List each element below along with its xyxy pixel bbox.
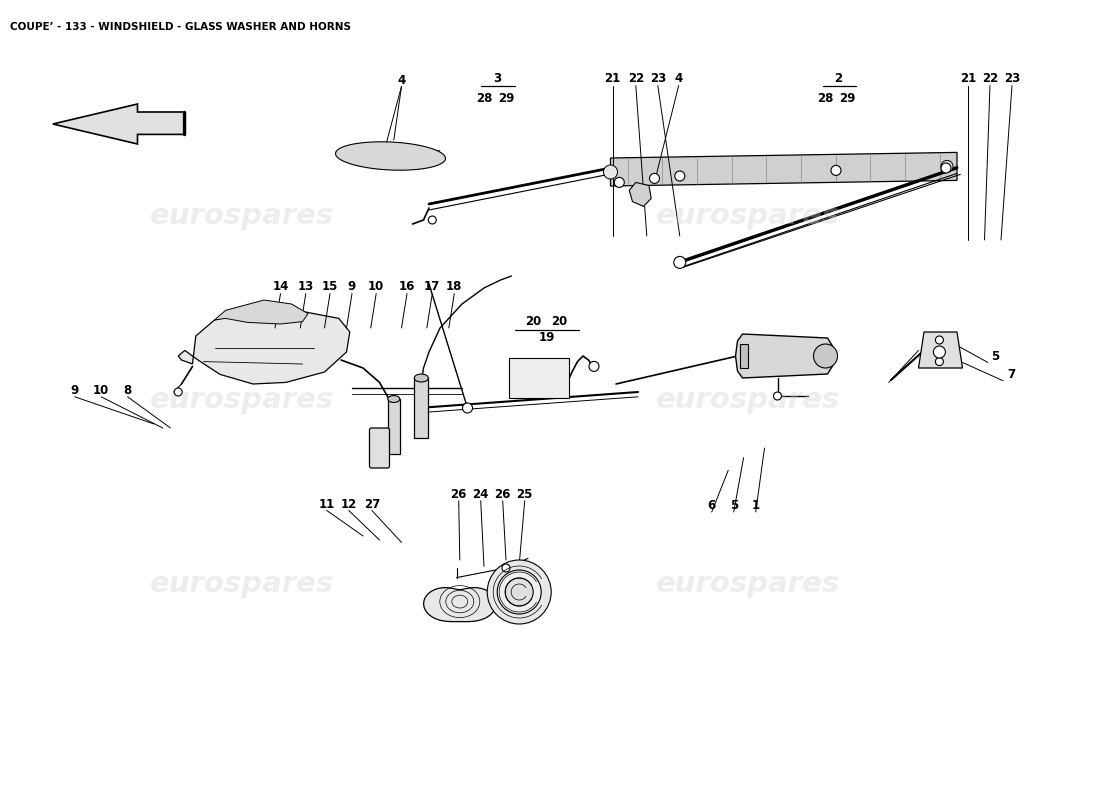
Circle shape	[604, 165, 617, 179]
Text: 4: 4	[674, 72, 683, 85]
Text: 17: 17	[425, 280, 440, 293]
Text: 23: 23	[650, 72, 666, 85]
Text: 1: 1	[751, 499, 760, 512]
Text: 15: 15	[322, 280, 338, 293]
Polygon shape	[629, 182, 651, 206]
Ellipse shape	[487, 560, 551, 624]
Text: 5: 5	[991, 350, 1000, 362]
Text: 18: 18	[447, 280, 462, 293]
Text: 26: 26	[451, 488, 466, 501]
Text: 27: 27	[364, 498, 380, 510]
Text: COUPE’ - 133 - WINDSHIELD - GLASS WASHER AND HORNS: COUPE’ - 133 - WINDSHIELD - GLASS WASHER…	[10, 22, 351, 32]
Text: 26: 26	[495, 488, 510, 501]
Text: 8: 8	[123, 384, 132, 397]
Text: 21: 21	[960, 72, 976, 85]
Circle shape	[934, 346, 945, 358]
Circle shape	[462, 403, 473, 413]
Text: eurospares: eurospares	[150, 202, 334, 230]
Circle shape	[940, 160, 953, 172]
Ellipse shape	[497, 570, 541, 614]
Circle shape	[830, 166, 842, 175]
Circle shape	[773, 392, 781, 400]
Circle shape	[649, 174, 660, 183]
FancyBboxPatch shape	[509, 358, 569, 398]
Text: 22: 22	[628, 72, 643, 85]
Text: 21: 21	[605, 72, 620, 85]
Text: 22: 22	[982, 72, 998, 85]
Text: 29: 29	[839, 92, 855, 105]
Text: eurospares: eurospares	[656, 570, 840, 598]
Ellipse shape	[415, 374, 428, 382]
Text: 10: 10	[94, 384, 109, 397]
Text: eurospares: eurospares	[656, 386, 840, 414]
Circle shape	[588, 362, 600, 371]
Circle shape	[174, 388, 183, 396]
Text: 19: 19	[539, 331, 554, 344]
Text: 28: 28	[476, 92, 492, 105]
Circle shape	[428, 216, 437, 224]
Text: 20: 20	[551, 315, 566, 328]
Text: 13: 13	[298, 280, 314, 293]
Text: 20: 20	[526, 315, 541, 328]
FancyBboxPatch shape	[388, 399, 399, 454]
Ellipse shape	[388, 395, 399, 402]
Polygon shape	[178, 310, 350, 384]
Polygon shape	[610, 152, 957, 186]
Circle shape	[674, 257, 685, 269]
Text: 3: 3	[493, 72, 502, 85]
Text: 5: 5	[729, 499, 738, 512]
FancyBboxPatch shape	[370, 428, 389, 468]
FancyBboxPatch shape	[739, 344, 748, 368]
FancyBboxPatch shape	[415, 378, 428, 438]
Circle shape	[940, 163, 952, 173]
Circle shape	[614, 178, 625, 187]
Polygon shape	[53, 104, 184, 144]
Polygon shape	[424, 588, 496, 622]
Polygon shape	[214, 300, 308, 324]
Polygon shape	[736, 334, 833, 378]
Text: 6: 6	[707, 499, 716, 512]
Circle shape	[502, 564, 510, 572]
Circle shape	[935, 336, 944, 344]
Text: 4: 4	[397, 74, 406, 86]
Text: 25: 25	[517, 488, 532, 501]
Text: 14: 14	[273, 280, 288, 293]
Circle shape	[556, 387, 566, 397]
Circle shape	[374, 453, 385, 463]
Text: 16: 16	[399, 280, 415, 293]
Circle shape	[674, 171, 685, 181]
Text: 23: 23	[1004, 72, 1020, 85]
Text: 29: 29	[498, 92, 514, 105]
Text: eurospares: eurospares	[150, 570, 334, 598]
Text: 9: 9	[348, 280, 356, 293]
Polygon shape	[336, 142, 446, 170]
Text: 11: 11	[319, 498, 334, 510]
Text: 28: 28	[817, 92, 833, 105]
Ellipse shape	[505, 578, 534, 606]
Text: 9: 9	[70, 384, 79, 397]
Text: 10: 10	[368, 280, 384, 293]
Text: eurospares: eurospares	[150, 386, 334, 414]
Text: 2: 2	[834, 72, 843, 85]
Polygon shape	[918, 332, 962, 368]
Text: eurospares: eurospares	[656, 202, 840, 230]
Text: 12: 12	[341, 498, 356, 510]
Circle shape	[935, 358, 944, 366]
Text: 7: 7	[1006, 368, 1015, 381]
Text: 24: 24	[473, 488, 488, 501]
Circle shape	[814, 344, 837, 368]
